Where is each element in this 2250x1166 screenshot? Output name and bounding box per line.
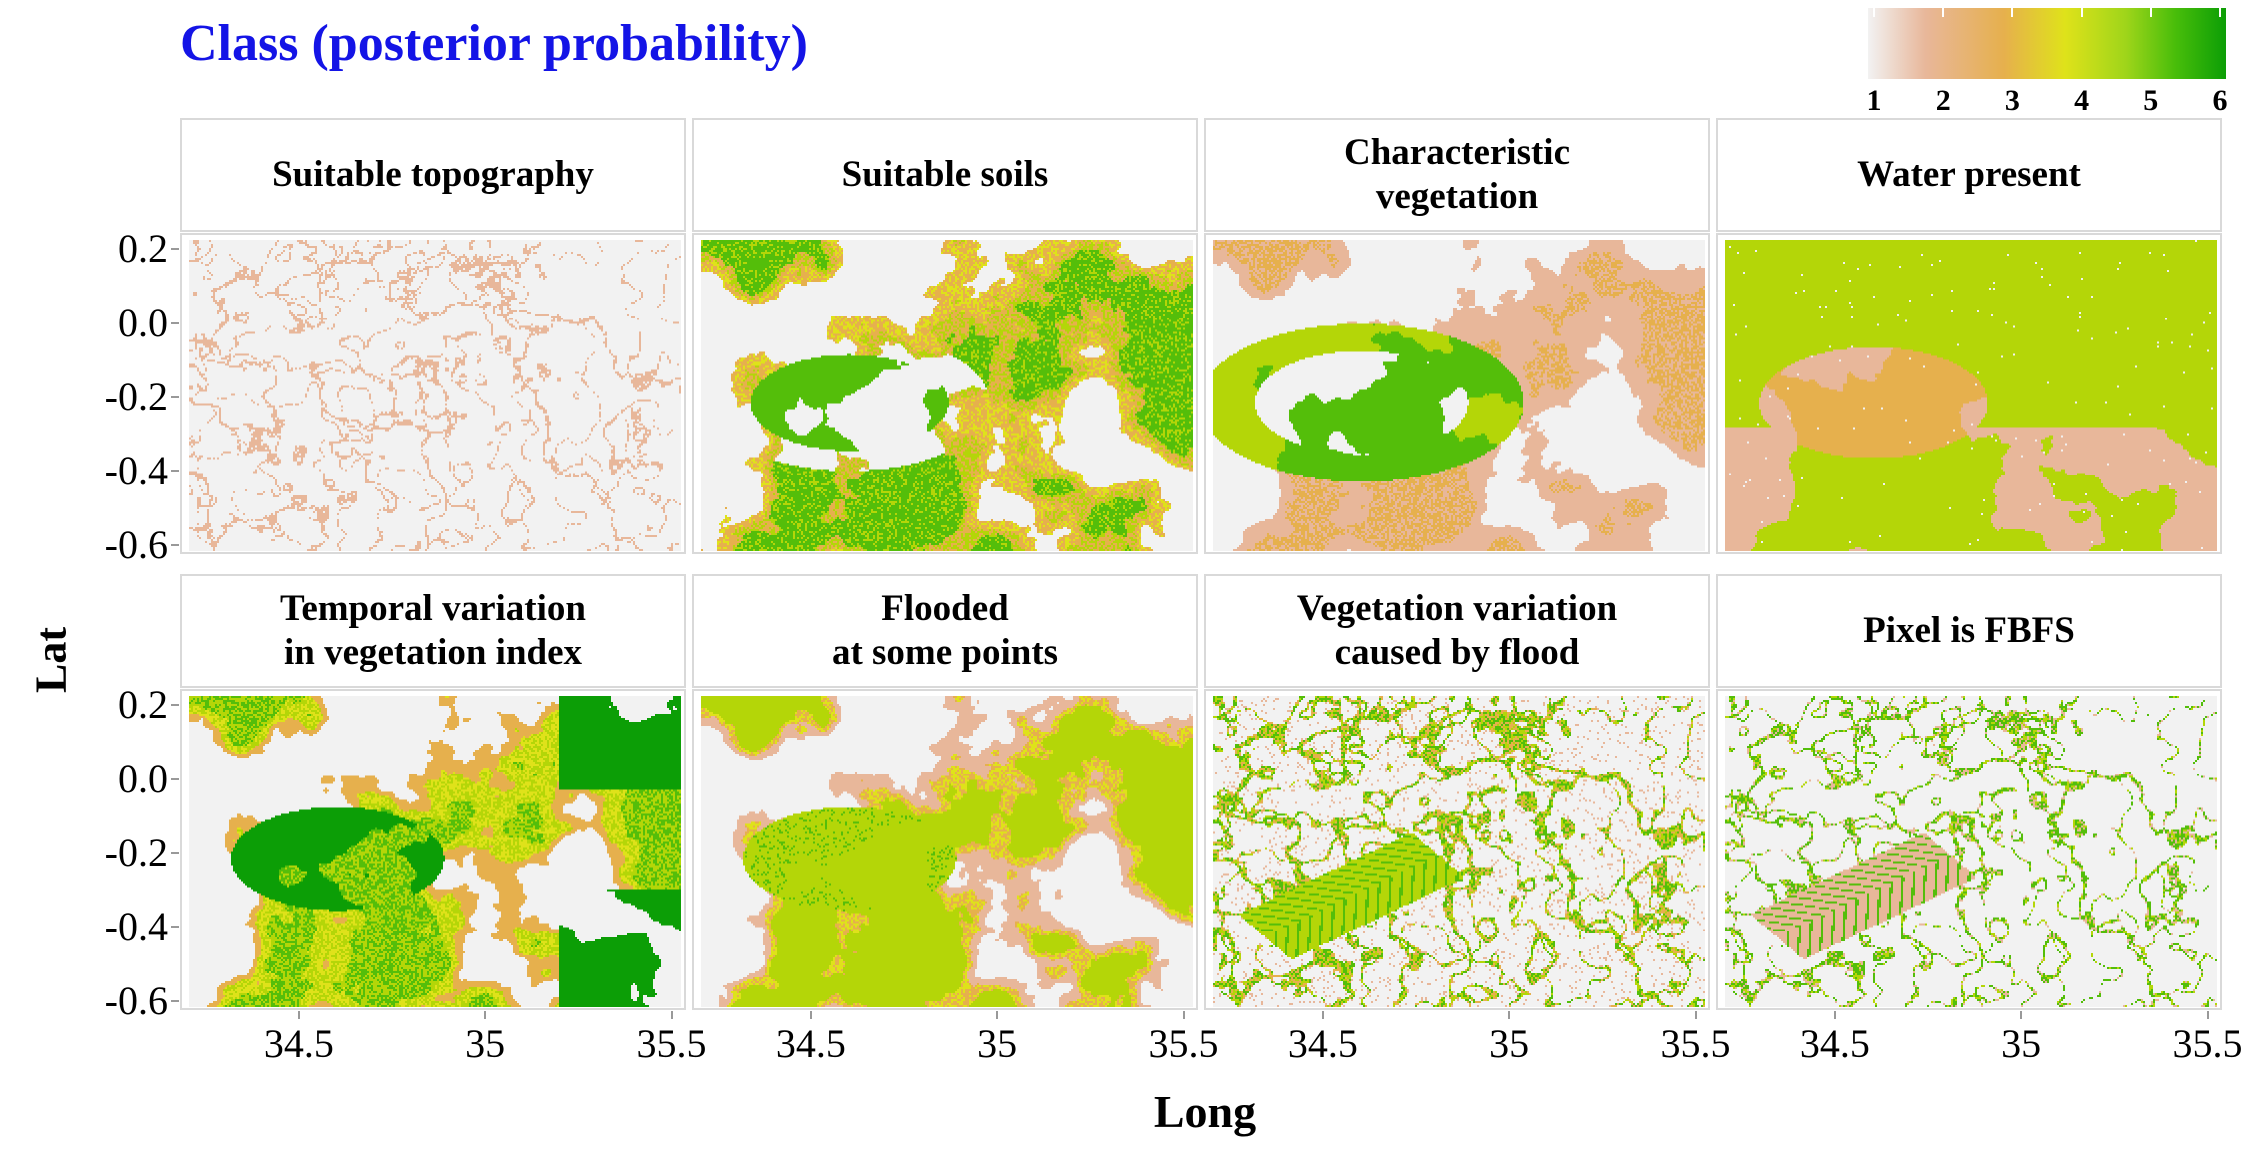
facet-title: Water present	[1857, 154, 2081, 195]
facet-title: Vegetation variation caused by flood	[1296, 588, 1618, 673]
x-tick-label: 35	[465, 1021, 506, 1066]
x-tick-label: 35	[1489, 1021, 1530, 1066]
y-tick-label: -0.2	[104, 830, 168, 876]
y-tick-label: -0.6	[104, 522, 168, 568]
y-tick-mark	[171, 1000, 179, 1003]
y-tick-label: 0.0	[118, 300, 168, 346]
facet-title: Suitable topography	[272, 154, 594, 195]
x-tick-label: 35	[2001, 1021, 2042, 1066]
x-tick-label: 35	[977, 1021, 1018, 1066]
legend-label: 6	[2212, 84, 2228, 117]
y-tick-label: -0.2	[104, 374, 168, 420]
facet-strip: Characteristic vegetation	[1204, 118, 1710, 232]
facet-title: Characteristic vegetation	[1343, 132, 1570, 217]
legend-label: 4	[2074, 84, 2090, 117]
heatmap-panel	[180, 233, 686, 554]
x-tick-mark	[996, 1011, 999, 1019]
y-tick-label: 0.2	[118, 226, 168, 272]
x-tick-label: 34.5	[1287, 1021, 1358, 1066]
y-tick-mark	[171, 852, 179, 855]
y-tick-label: -0.6	[104, 978, 168, 1024]
facet-strip: Water present	[1716, 118, 2222, 232]
legend-tick	[2011, 8, 2014, 17]
heatmap-panel	[692, 233, 1198, 554]
y-tick-mark	[171, 470, 179, 473]
legend-label: 1	[1866, 84, 1882, 117]
heatmap-raster	[1213, 696, 1705, 1007]
y-tick-mark	[171, 322, 179, 325]
x-tick-label: 34.5	[775, 1021, 846, 1066]
facet-strip: Temporal variation in vegetation index	[180, 574, 686, 688]
y-tick-mark	[171, 778, 179, 781]
heatmap-raster	[189, 696, 681, 1007]
page-title: Class (posterior probability)	[180, 15, 808, 72]
x-tick-mark	[2206, 1011, 2209, 1019]
legend-label: 3	[2004, 84, 2020, 117]
y-tick-mark	[171, 926, 179, 929]
facet-title: Temporal variation in vegetation index	[280, 588, 586, 673]
x-tick-mark	[670, 1011, 673, 1019]
legend-label: 5	[2143, 84, 2159, 117]
x-tick-label: 34.5	[263, 1021, 334, 1066]
x-tick-label: 35.5	[2172, 1021, 2243, 1066]
facet-title: Flooded at some points	[831, 588, 1059, 673]
x-tick-mark	[1694, 1011, 1697, 1019]
heatmap-panel	[1716, 689, 2222, 1010]
color-legend: 1 2 3 4 5 6	[1866, 8, 2228, 118]
legend-tick	[2149, 8, 2152, 17]
heatmap-panel	[1716, 233, 2222, 554]
legend-gradient-bar	[1868, 8, 2226, 79]
heatmap-raster	[1725, 240, 2217, 551]
y-tick-label: -0.4	[104, 904, 168, 950]
x-tick-mark	[1321, 1011, 1324, 1019]
x-tick-mark	[1833, 1011, 1836, 1019]
y-tick-label: -0.4	[104, 448, 168, 494]
x-tick-label: 34.5	[1799, 1021, 1870, 1066]
x-tick-mark	[1508, 1011, 1511, 1019]
y-tick-mark	[171, 704, 179, 707]
x-tick-label: 35.5	[636, 1021, 707, 1066]
y-tick-label: 0.0	[118, 756, 168, 802]
heatmap-panel	[692, 689, 1198, 1010]
heatmap-raster	[189, 240, 681, 551]
x-axis-label: Long	[1153, 1086, 1257, 1137]
x-tick-mark	[484, 1011, 487, 1019]
heatmap-raster	[701, 696, 1193, 1007]
facet-strip: Flooded at some points	[692, 574, 1198, 688]
x-tick-mark	[297, 1011, 300, 1019]
x-tick-mark	[2020, 1011, 2023, 1019]
facet-strip: Suitable topography	[180, 118, 686, 232]
x-tick-label: 35.5	[1148, 1021, 1219, 1066]
facet-strip: Suitable soils	[692, 118, 1198, 232]
x-tick-mark	[809, 1011, 812, 1019]
y-tick-label: 0.2	[118, 682, 168, 728]
y-tick-mark	[171, 248, 179, 251]
facet-strip: Pixel is FBFS	[1716, 574, 2222, 688]
heatmap-panel	[180, 689, 686, 1010]
x-tick-label: 35.5	[1660, 1021, 1731, 1066]
y-tick-mark	[171, 396, 179, 399]
legend-tick	[1873, 8, 1875, 17]
heatmap-raster	[1725, 696, 2217, 1007]
heatmap-panel	[1204, 689, 1710, 1010]
facet-title: Suitable soils	[841, 154, 1049, 195]
facet-title: Pixel is FBFS	[1863, 610, 2075, 651]
heatmap-raster	[1213, 240, 1705, 551]
legend-tick	[2080, 8, 2083, 17]
x-tick-mark	[1182, 1011, 1185, 1019]
heatmap-panel	[1204, 233, 1710, 554]
legend-label: 2	[1935, 84, 1951, 117]
heatmap-raster	[701, 240, 1193, 551]
legend-tick	[2219, 8, 2221, 17]
facet-strip: Vegetation variation caused by flood	[1204, 574, 1710, 688]
legend-tick	[1942, 8, 1945, 17]
y-tick-mark	[171, 544, 179, 547]
